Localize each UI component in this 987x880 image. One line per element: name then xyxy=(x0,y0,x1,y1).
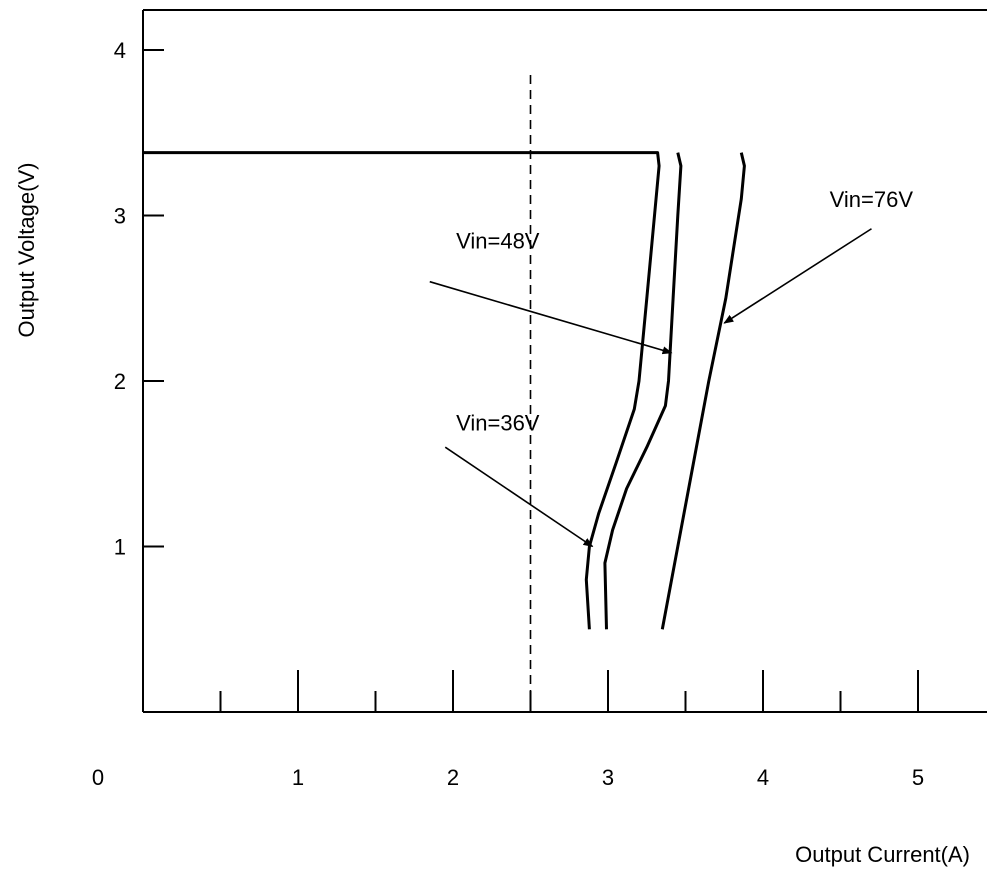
series-line xyxy=(143,151,661,630)
y-tick-label: 4 xyxy=(114,38,126,63)
x-axis-ticks: 0 1 2 3 4 5 xyxy=(92,670,924,790)
x-tick-label: 3 xyxy=(602,765,614,790)
y-tick-label: 2 xyxy=(114,369,126,394)
x-tick-label: 4 xyxy=(757,765,769,790)
y-axis-label: Output Voltage(V) xyxy=(14,163,39,338)
x-axis-label: Output Current(A) xyxy=(795,842,970,867)
annotation-arrow xyxy=(429,280,673,355)
annotation-label: Vin=76V xyxy=(830,187,914,212)
annotation-arrow xyxy=(444,446,594,548)
x-tick-label: 1 xyxy=(292,765,304,790)
annotations: Vin=48V Vin=36V Vin=76V xyxy=(429,187,914,548)
plot-frame xyxy=(142,9,987,713)
y-tick-label: 3 xyxy=(114,204,126,229)
x-tick-label: 0 xyxy=(92,765,104,790)
y-axis-ticks: 1 2 3 4 xyxy=(114,38,164,560)
y-tick-label: 1 xyxy=(114,535,126,560)
x-tick-label: 2 xyxy=(447,765,459,790)
series-lines xyxy=(143,151,746,630)
x-tick-label: 5 xyxy=(912,765,924,790)
annotation-label: Vin=36V xyxy=(456,411,540,436)
series-line xyxy=(603,152,683,630)
series-line xyxy=(660,152,746,630)
annotation-arrow xyxy=(723,228,872,324)
annotation-label: Vin=48V xyxy=(456,229,540,254)
